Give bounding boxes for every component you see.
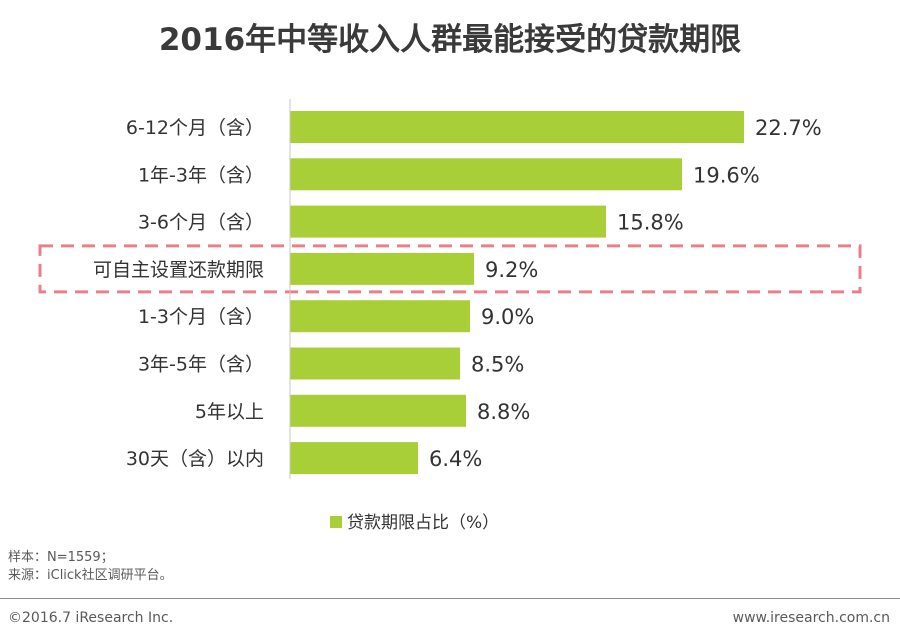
chart-notes: 样本：N=1559； 来源：iClick社区调研平台。 [8,549,173,585]
sample-note: 样本：N=1559； [8,550,114,565]
category-label: 3年-5年（含） [138,354,264,376]
bar [290,442,418,475]
category-label: 30天（含）以内 [126,448,264,470]
highlight-box [38,244,862,294]
category-label: 可自主设置还款期限 [93,259,264,281]
bar [290,111,744,143]
category-label: 1-3个月（含） [138,306,264,328]
category-label: 5年以上 [195,401,264,423]
bar-chart: 6-12个月（含） 22.7% 1年-3年（含） 19.6% 3-6个月（含） 15.8%… [38,99,862,533]
value-label: 8.8% [477,400,530,424]
value-label: 19.6% [693,163,760,187]
chart-title: 2016年中等收入人群最能接受的贷款期限 [158,22,742,58]
value-label: 22.7% [755,116,822,140]
copyright-text: ©2016.7 iResearch Inc. [8,610,174,626]
source-note: 来源：iClick社区调研平台。 [8,568,173,583]
legend-label: 贷款期限占比（%） [347,513,499,533]
value-label: 9.0% [481,305,534,329]
bar [290,252,474,285]
value-label: 9.2% [485,258,538,282]
category-label: 1年-3年（含） [138,164,264,186]
value-label: 15.8% [617,211,684,235]
bar [290,300,470,333]
category-label: 3-6个月（含） [138,212,264,234]
footer-divider [0,598,900,599]
value-label: 8.5% [471,353,524,377]
bar [290,347,460,380]
website-url: www.iresearch.com.cn [732,610,890,626]
legend-swatch [330,516,342,528]
bar [290,158,682,191]
category-label: 6-12个月（含） [126,117,264,139]
bar [290,394,466,427]
value-label: 6.4% [429,447,482,471]
bar [290,205,606,238]
